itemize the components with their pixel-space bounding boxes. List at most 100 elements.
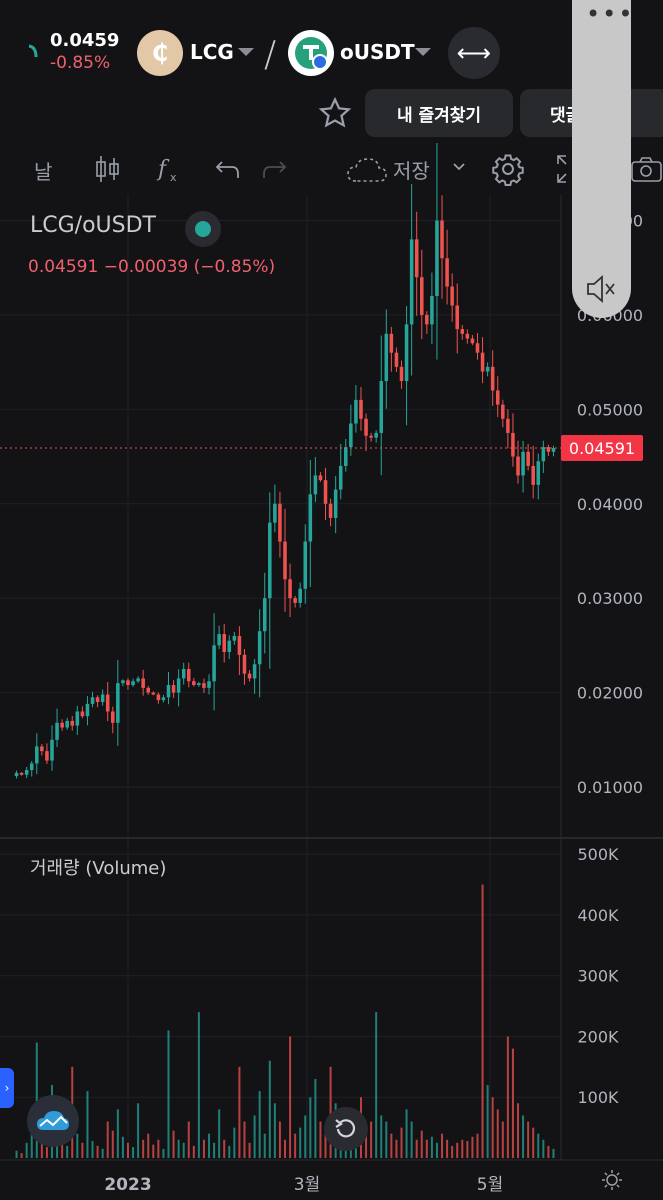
mute-icon[interactable] xyxy=(584,272,618,306)
cloud-save-icon[interactable] xyxy=(346,156,388,184)
candle-body xyxy=(237,635,242,655)
candle-body xyxy=(490,366,495,391)
volume-bar xyxy=(233,1127,236,1158)
fullscreen-icon[interactable] xyxy=(556,154,572,184)
candle-body xyxy=(419,277,424,315)
volume-bar xyxy=(268,1060,271,1158)
candle-body xyxy=(181,668,186,679)
time-axis-settings-icon[interactable] xyxy=(600,1168,624,1192)
reset-chart-button[interactable] xyxy=(324,1107,368,1151)
gear-icon[interactable] xyxy=(491,152,525,186)
candle-body xyxy=(521,451,525,476)
volume-title: 거래량 (Volume) xyxy=(30,858,167,879)
volume-bar xyxy=(152,1144,155,1158)
volume-bar xyxy=(106,1121,109,1158)
candle-body xyxy=(495,390,500,405)
volume-bar xyxy=(552,1148,555,1158)
candle-body xyxy=(247,673,252,679)
svg-text:₵: ₵ xyxy=(152,39,169,67)
tradingview-logo-button[interactable] xyxy=(27,1095,79,1147)
candle-body xyxy=(95,697,100,703)
volume-bar xyxy=(284,1139,286,1158)
quote-symbol[interactable]: oUSDT xyxy=(340,40,415,64)
volume-bar xyxy=(471,1136,474,1158)
volume-bar xyxy=(111,1130,114,1158)
candle-body xyxy=(409,239,414,325)
volume-bar xyxy=(81,1142,84,1158)
volume-bar xyxy=(506,1036,509,1158)
volume-bar xyxy=(537,1133,540,1158)
candle-body xyxy=(470,338,475,344)
volume-bar xyxy=(405,1109,408,1158)
candle-body xyxy=(435,220,439,297)
volume-bar xyxy=(309,1097,312,1158)
candle-body xyxy=(207,681,211,688)
candle-body xyxy=(313,475,318,495)
volume-bar xyxy=(501,1121,504,1158)
volume-bar xyxy=(142,1139,145,1158)
candle-body xyxy=(29,763,34,771)
volume-bar xyxy=(61,1136,64,1158)
volume-bar xyxy=(415,1139,418,1158)
candle-body xyxy=(192,681,196,686)
lcg-coin-icon[interactable]: ₵ xyxy=(137,30,183,76)
candle-body xyxy=(121,680,125,684)
candle-body xyxy=(389,333,394,353)
save-label[interactable]: 저장 xyxy=(393,159,430,183)
favorites-button[interactable]: 내 즐겨찾기 xyxy=(365,89,513,137)
candle-body xyxy=(394,352,399,367)
base-symbol[interactable]: LCG xyxy=(190,40,234,64)
star-icon[interactable] xyxy=(318,96,352,130)
volume-bar xyxy=(40,1139,43,1158)
redo-icon[interactable] xyxy=(260,158,288,182)
candle-body xyxy=(430,296,434,325)
candle-body xyxy=(308,494,313,542)
volume-bar xyxy=(385,1121,388,1158)
candle-body xyxy=(141,678,145,688)
candle-body xyxy=(197,683,201,686)
quote-dropdown-caret-icon[interactable] xyxy=(415,48,431,56)
volume-bar xyxy=(202,1139,205,1158)
candle-body xyxy=(85,703,90,717)
volume-tick-label: 200K xyxy=(577,1027,619,1046)
candle-body xyxy=(541,447,546,462)
volume-bar xyxy=(491,1097,494,1158)
candle-body xyxy=(379,381,384,433)
volume-bar xyxy=(15,1150,18,1158)
candle-body xyxy=(546,447,551,452)
volume-bar xyxy=(441,1133,444,1158)
overlay-scroll-handle[interactable]: ••• xyxy=(572,0,635,318)
swap-arrows-icon: ⟷ xyxy=(456,39,492,67)
base-dropdown-caret-icon[interactable] xyxy=(238,48,254,56)
volume-bar xyxy=(380,1115,383,1158)
candle-body xyxy=(202,683,206,688)
save-dropdown-chevron-icon[interactable] xyxy=(452,162,466,172)
mini-price: 0.0459 -0.85% xyxy=(50,30,119,73)
candle-body xyxy=(344,447,348,466)
volume-bar xyxy=(314,1079,317,1158)
candle-body xyxy=(288,579,292,599)
interval-button[interactable]: 날 xyxy=(34,160,53,184)
undo-icon[interactable] xyxy=(214,158,242,182)
candlestick-type-icon[interactable] xyxy=(94,154,122,184)
time-tick-label: 2023 xyxy=(104,1175,151,1195)
camera-icon[interactable] xyxy=(630,154,663,184)
candle-body xyxy=(374,432,378,438)
candle-body xyxy=(75,711,80,726)
volume-bar xyxy=(157,1139,160,1158)
volume-bar xyxy=(132,1147,135,1158)
left-panel-toggle[interactable]: › xyxy=(0,1068,14,1108)
volume-bar xyxy=(228,1145,231,1158)
volume-bar xyxy=(91,1140,94,1158)
candle-body xyxy=(156,694,161,701)
market-status-dot[interactable] xyxy=(185,211,221,247)
volume-bar xyxy=(76,1133,79,1158)
more-dots-icon[interactable]: ••• xyxy=(586,0,635,28)
volume-bar xyxy=(425,1139,428,1158)
usdt-coin-icon[interactable] xyxy=(288,30,334,76)
swap-pair-button[interactable]: ⟷ xyxy=(448,27,500,79)
volume-bar xyxy=(410,1121,413,1158)
